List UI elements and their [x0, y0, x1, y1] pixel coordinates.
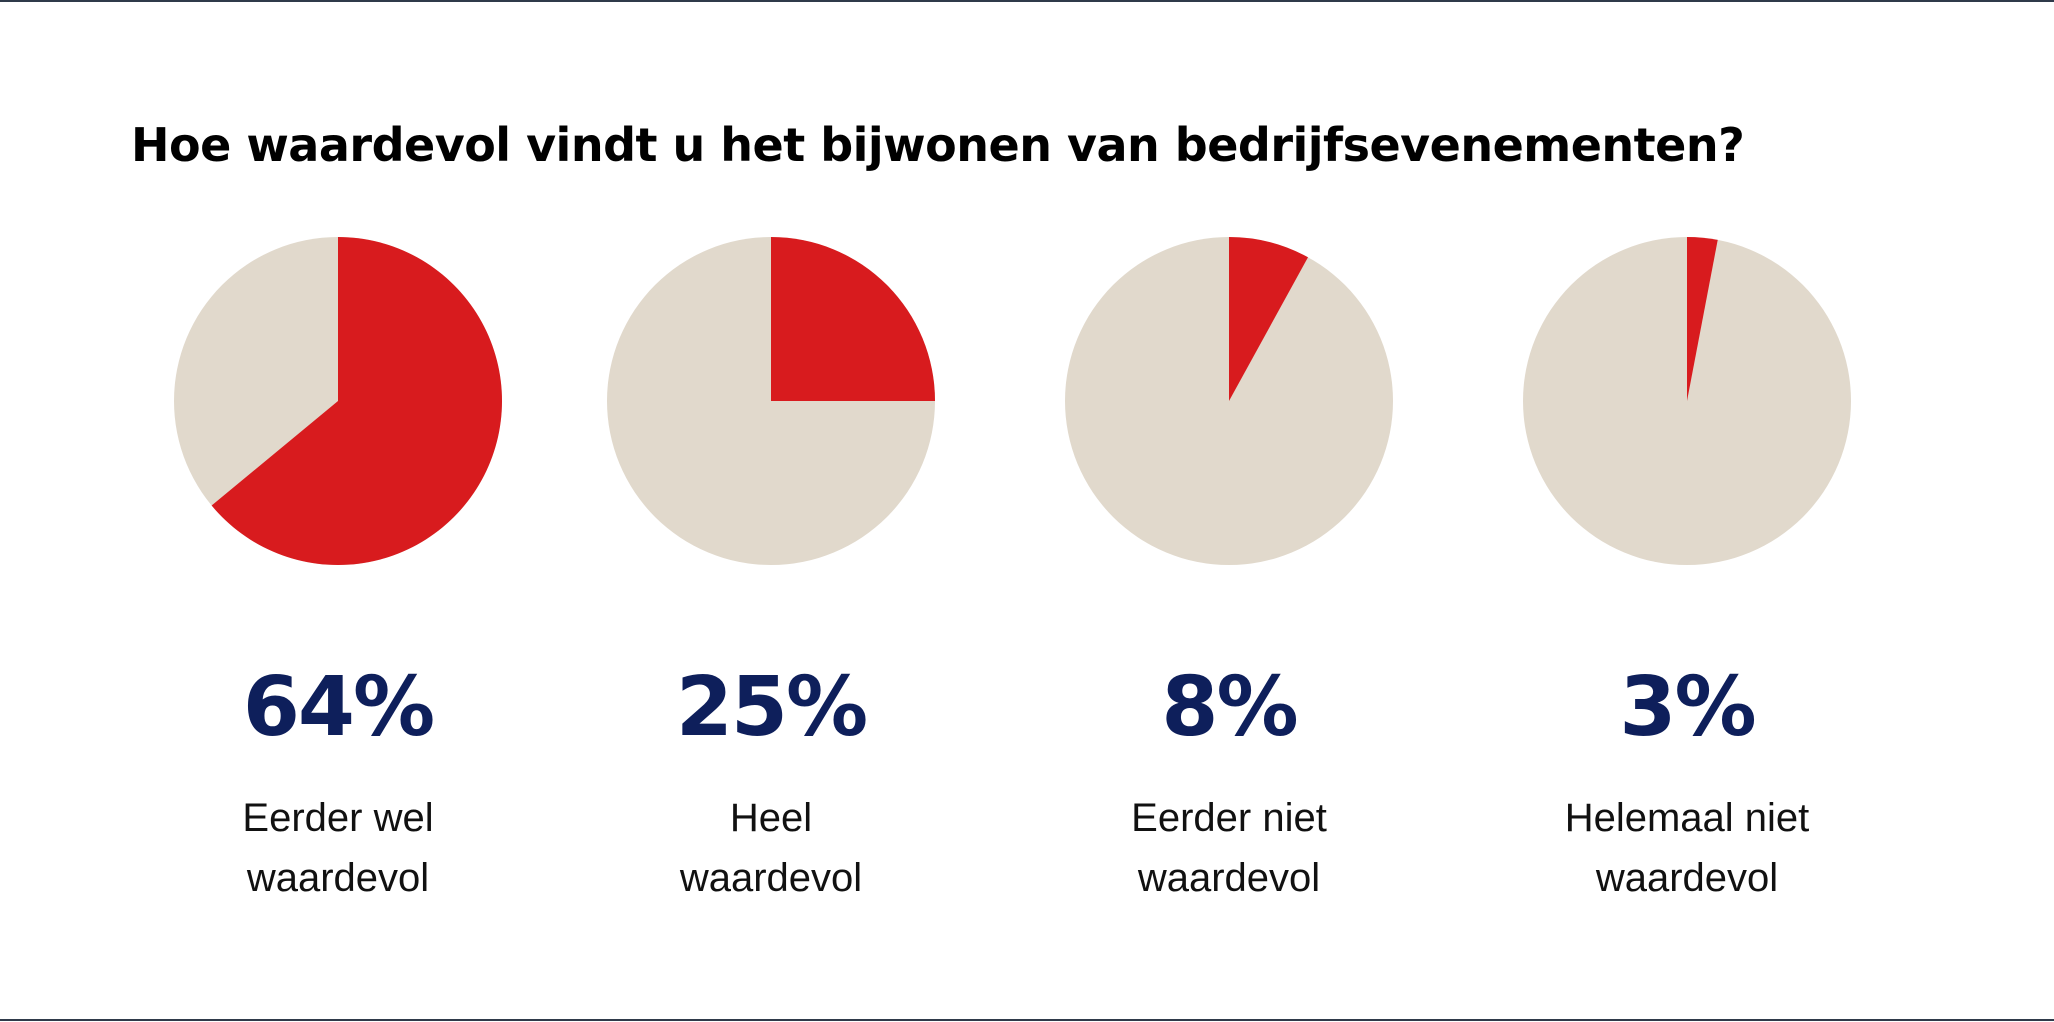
pie-slice-value: [1229, 237, 1309, 401]
pie-chart: [607, 237, 935, 565]
pie-item: 3% Helemaal niet waardevol: [1507, 0, 1867, 1022]
pie-slice-value: [771, 237, 935, 401]
category-label: Eerder wel waardevol: [158, 788, 518, 908]
category-label-line: waardevol: [679, 856, 863, 900]
category-label: Eerder niet waardevol: [1049, 788, 1409, 908]
pie-chart: [1065, 237, 1393, 565]
pie-chart: [1523, 237, 1851, 565]
category-label-line: waardevol: [1595, 856, 1779, 900]
pie-item: 8% Eerder niet waardevol: [1049, 0, 1409, 1022]
category-label-line: waardevol: [1137, 856, 1321, 900]
category-label-line: Heel: [729, 796, 813, 840]
pie-slice-value: [1687, 237, 1718, 401]
pie-item: 25% Heel waardevol: [591, 0, 951, 1022]
pie-chart: [174, 237, 502, 565]
category-label-line: Eerder niet: [1131, 796, 1327, 840]
top-rule: [0, 0, 2054, 2]
bottom-rule: [0, 1019, 2054, 1021]
category-label-line: Eerder wel: [242, 796, 434, 840]
pie-slice-value: [211, 237, 502, 565]
value-label: 25%: [675, 660, 868, 755]
category-label-line: waardevol: [246, 856, 430, 900]
category-label: Heel waardevol: [591, 788, 951, 908]
chart-title: Hoe waardevol vindt u het bijwonen van b…: [131, 118, 1745, 172]
value-label: 3%: [1619, 660, 1756, 755]
value-label: 8%: [1161, 660, 1298, 755]
category-label-line: Helemaal niet: [1564, 796, 1810, 840]
category-label: Helemaal niet waardevol: [1507, 788, 1867, 908]
pie-item: 64% Eerder wel waardevol: [158, 0, 518, 1022]
value-label: 64%: [242, 660, 435, 755]
